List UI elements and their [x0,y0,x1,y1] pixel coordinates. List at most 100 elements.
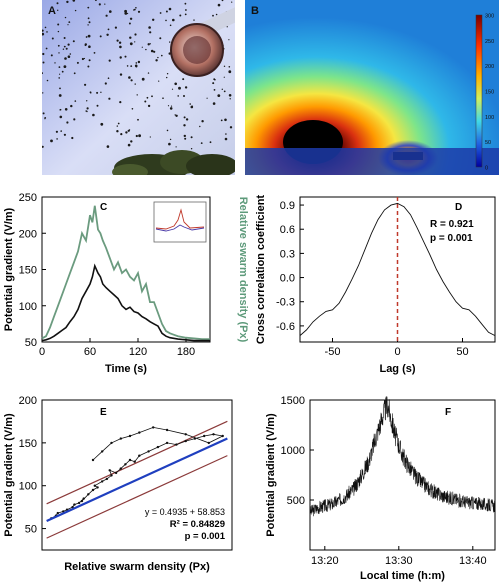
bee-dot [84,83,87,86]
colorbar-tick-label: 200 [485,64,494,70]
colorbar-tick-label: 250 [485,39,494,45]
data-point [73,503,76,506]
bee-dot [64,16,67,19]
y-tick-label: 0.3 [280,248,295,260]
panel-letter: E [100,407,107,418]
colorbar-tick-label: 50 [485,140,491,146]
bee-dot [152,18,155,21]
bee-dot [100,91,102,94]
data-point [87,493,90,496]
bee-dot [65,47,68,50]
y-tick-label: -0.6 [276,321,295,333]
bee-dot [228,70,232,74]
bee-dot [50,54,53,57]
panel-f: 500 1000 1500 13:20 13:30 13:40 Local time (h:… [250,385,499,582]
bee-dot [184,13,187,16]
bee-dot [184,2,187,5]
bee-dot [175,146,177,148]
bee-dot [85,36,88,38]
colorbar [475,14,483,168]
bee-dot [59,87,61,90]
inset-frame [153,201,207,243]
bee-dot [185,118,189,121]
data-point [124,463,127,466]
bee-dot [150,49,154,53]
bee-dot [59,115,63,119]
x-tick-label: 0 [39,346,45,358]
bee-dot [87,17,90,20]
bee-dot [206,97,208,99]
bee-dot [67,43,70,46]
colorbar-ticks: 300 250 200 150 100 50 0 [485,14,494,172]
bee-dot [212,14,214,17]
series-potential-gradient-line [41,263,210,342]
bee-dot [58,94,62,97]
bee-dot [64,57,67,60]
x-axis-label: Relative swarm density (Px) [64,561,210,573]
data-point [207,441,210,445]
bee-dot [170,105,173,107]
bee-dot [68,21,71,23]
bee-dot [137,60,141,64]
bee-dot [229,126,233,129]
data-point [91,488,95,492]
bee-dot [119,56,122,59]
ground-plane [245,148,499,175]
bee-dot [229,98,231,100]
bee-dot [169,138,172,141]
panel-letter: B [251,5,259,17]
y-tick-label: 50 [25,337,37,349]
bee-dot [93,52,96,54]
bee-dot [129,36,132,39]
data-point [184,439,187,443]
bee-dot [58,52,60,54]
x-tick-label: 13:40 [459,555,487,567]
data-point [138,454,141,457]
y-tick-label: 200 [19,228,37,240]
series-cross-correlation-line [299,202,496,337]
bee-dot [84,44,87,47]
bee-dot [134,83,136,85]
y-tick-label: 1500 [281,395,305,407]
bee-dot [63,45,66,48]
data-point [184,433,187,436]
bee-dot [92,113,95,117]
bee-dot [128,76,131,79]
bee-dot [183,134,186,138]
bee-dot [42,52,45,56]
bee-dot [73,118,76,121]
bee-dot [127,143,131,147]
bee-dot [141,77,145,81]
bee-dot [169,107,173,110]
bee-dot [63,133,66,136]
data-point [133,460,136,463]
bee-dot [168,7,172,11]
bee-dot [228,66,231,68]
bee-dot [214,78,216,81]
bee-dot [118,41,122,44]
y-tick-label: 100 [19,301,37,313]
bee-dot [224,137,228,141]
bee-dot [165,19,167,22]
bee-dot [221,0,224,2]
bee-dot [135,62,138,64]
bee-dot [200,142,203,145]
bee-dot [134,41,136,43]
bee-dot [169,24,172,27]
plot-frame [41,399,233,551]
y-tick-label: 200 [19,395,37,407]
bee-dot [135,134,138,138]
bee-dot [228,39,230,41]
bee-dot [94,0,97,1]
bee-dot [183,95,185,97]
bee-dot [135,65,138,68]
bee-dot [55,130,58,133]
data-point [128,458,132,462]
data-point [147,450,150,453]
colorbar-tick-label: 300 [485,14,494,20]
bee-dot [147,72,150,74]
bee-dot [85,110,87,112]
bee-dot [63,65,67,68]
bee-dot [223,76,225,78]
bee-dot [149,136,151,138]
